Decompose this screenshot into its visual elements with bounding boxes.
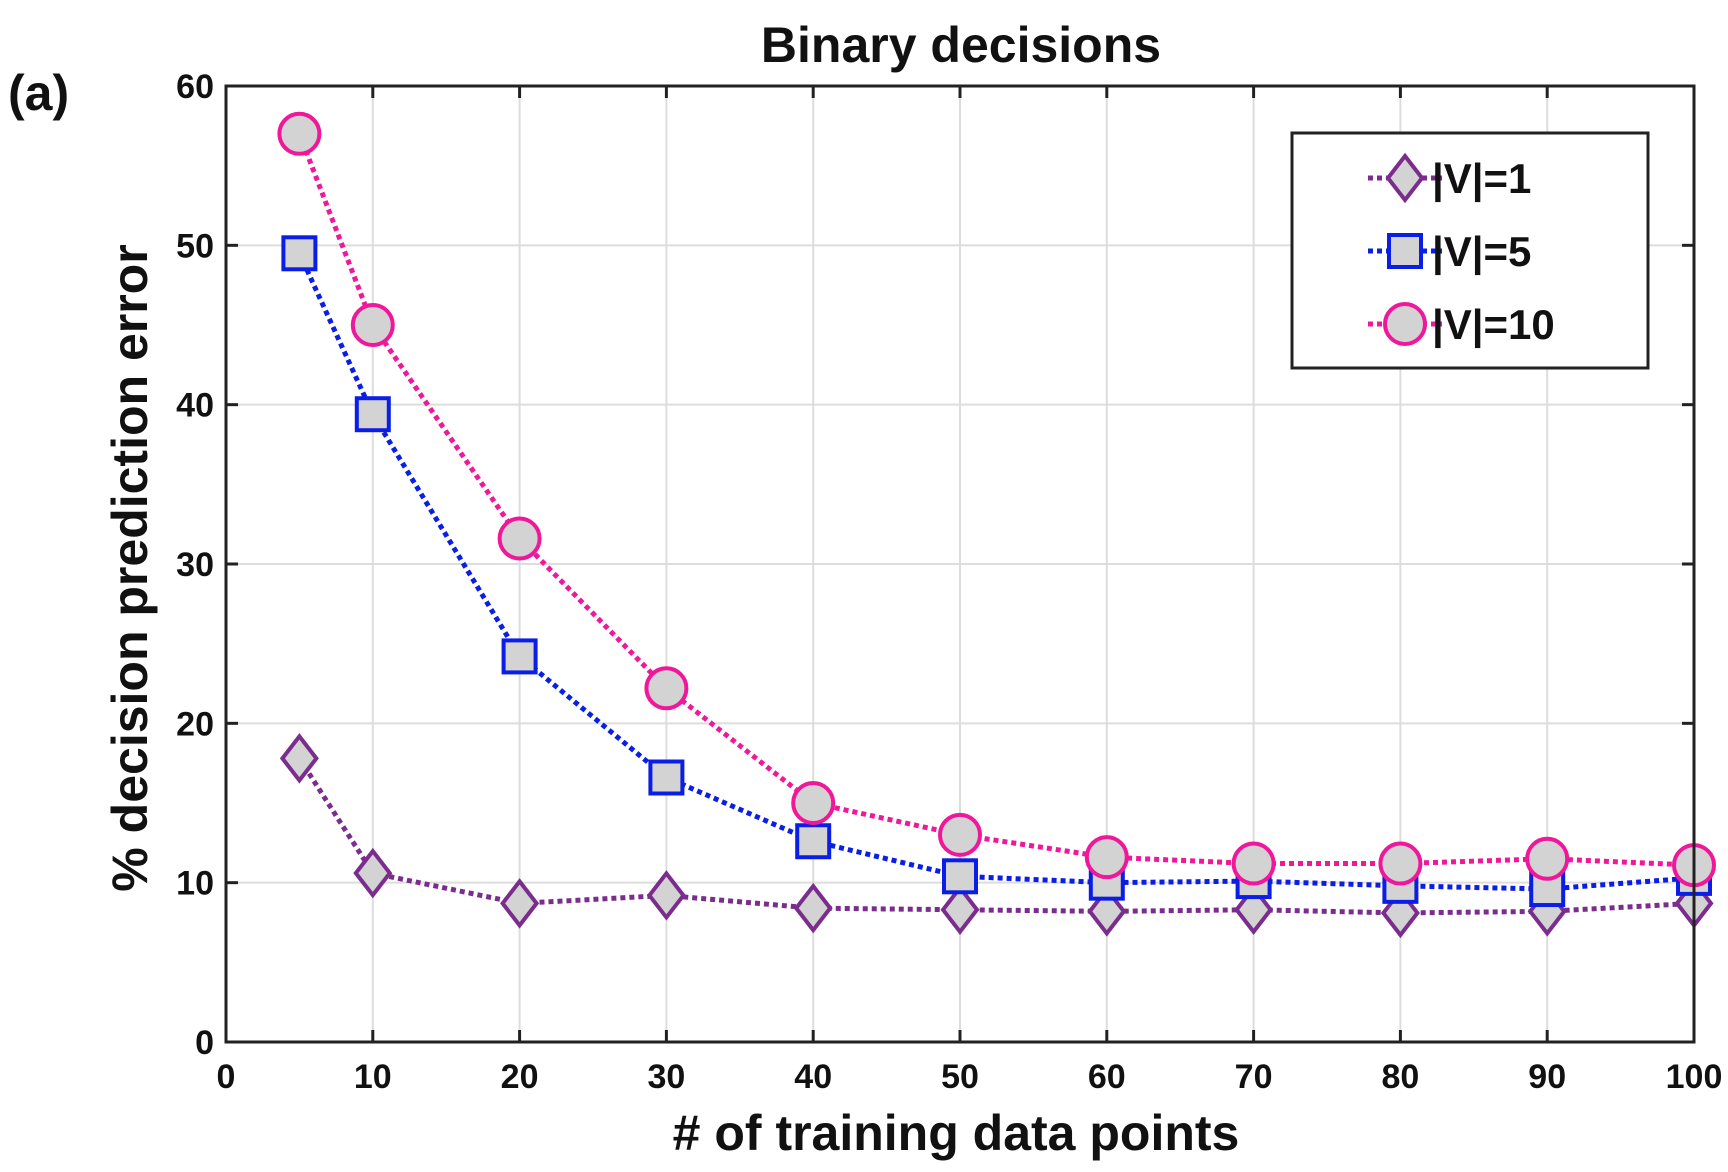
data-point [795,823,832,860]
x-tick-label: 70 [1235,1058,1273,1096]
x-tick-label: 80 [1381,1058,1419,1096]
series-line [297,252,1695,892]
legend-item: |V|=10 [1368,301,1555,349]
data-point [497,516,542,561]
x-tick-label: 100 [1666,1058,1723,1096]
y-tick-label: 10 [176,865,214,903]
y-tick-label: 0 [195,1024,214,1062]
y-tick-label: 50 [176,227,214,265]
y-tick-label: 60 [176,68,214,106]
legend-marker [1383,302,1427,346]
data-point [279,733,319,784]
y-tick-label: 40 [176,387,214,425]
data-point [942,858,978,895]
data-point [1084,835,1129,880]
legend-item: |V|=1 [1368,152,1531,204]
x-tick-label: 90 [1528,1058,1566,1096]
y-axis-label: % decision prediction error [102,244,158,891]
legend-label: |V|=1 [1432,155,1531,203]
data-point [500,878,540,929]
legend-marker [1385,152,1425,204]
x-tick-label: 20 [501,1058,539,1096]
legend-box [1290,131,1650,370]
data-point [793,882,833,934]
data-point [1378,841,1423,886]
x-tick-label: 40 [794,1058,832,1096]
x-tick-label: 30 [647,1058,685,1096]
chart-title: Binary decisions [761,17,1161,73]
axes-frame [224,84,1696,1044]
y-tick-label: 20 [176,705,214,743]
legend-label: |V|=10 [1432,301,1555,349]
x-tick-label: 50 [941,1058,979,1096]
panel-label: (a) [8,65,69,121]
legend-label: |V|=5 [1432,228,1531,276]
legend: |V|=1 |V|=5 |V|=10 [1290,131,1650,370]
data-point [353,847,393,899]
data-point [791,781,836,825]
data-point [648,759,685,796]
legend-marker [1387,233,1423,269]
tick-labels: 0 10 20 30 40 50 60 70 80 90 100 0 10 20 30 40 50 60 [176,68,1722,1096]
data-point [646,870,686,921]
series [277,111,1716,939]
data-point [501,638,538,675]
data-point [277,111,322,156]
series-line [297,757,1695,916]
x-tick-label: 60 [1088,1058,1126,1096]
x-tick-label: 10 [354,1058,392,1096]
y-tick-label: 30 [176,546,214,584]
series-3 [277,111,1716,888]
data-point [350,303,395,347]
data-point [644,666,689,711]
data-point [940,884,980,936]
x-tick-label: 0 [217,1058,236,1096]
data-point [1231,841,1276,886]
data-point [354,396,391,433]
data-point [938,812,982,857]
data-point [1525,836,1570,881]
data-point [281,235,318,272]
legend-item: |V|=5 [1368,228,1531,276]
x-axis-label: # of training data points [673,1105,1240,1161]
